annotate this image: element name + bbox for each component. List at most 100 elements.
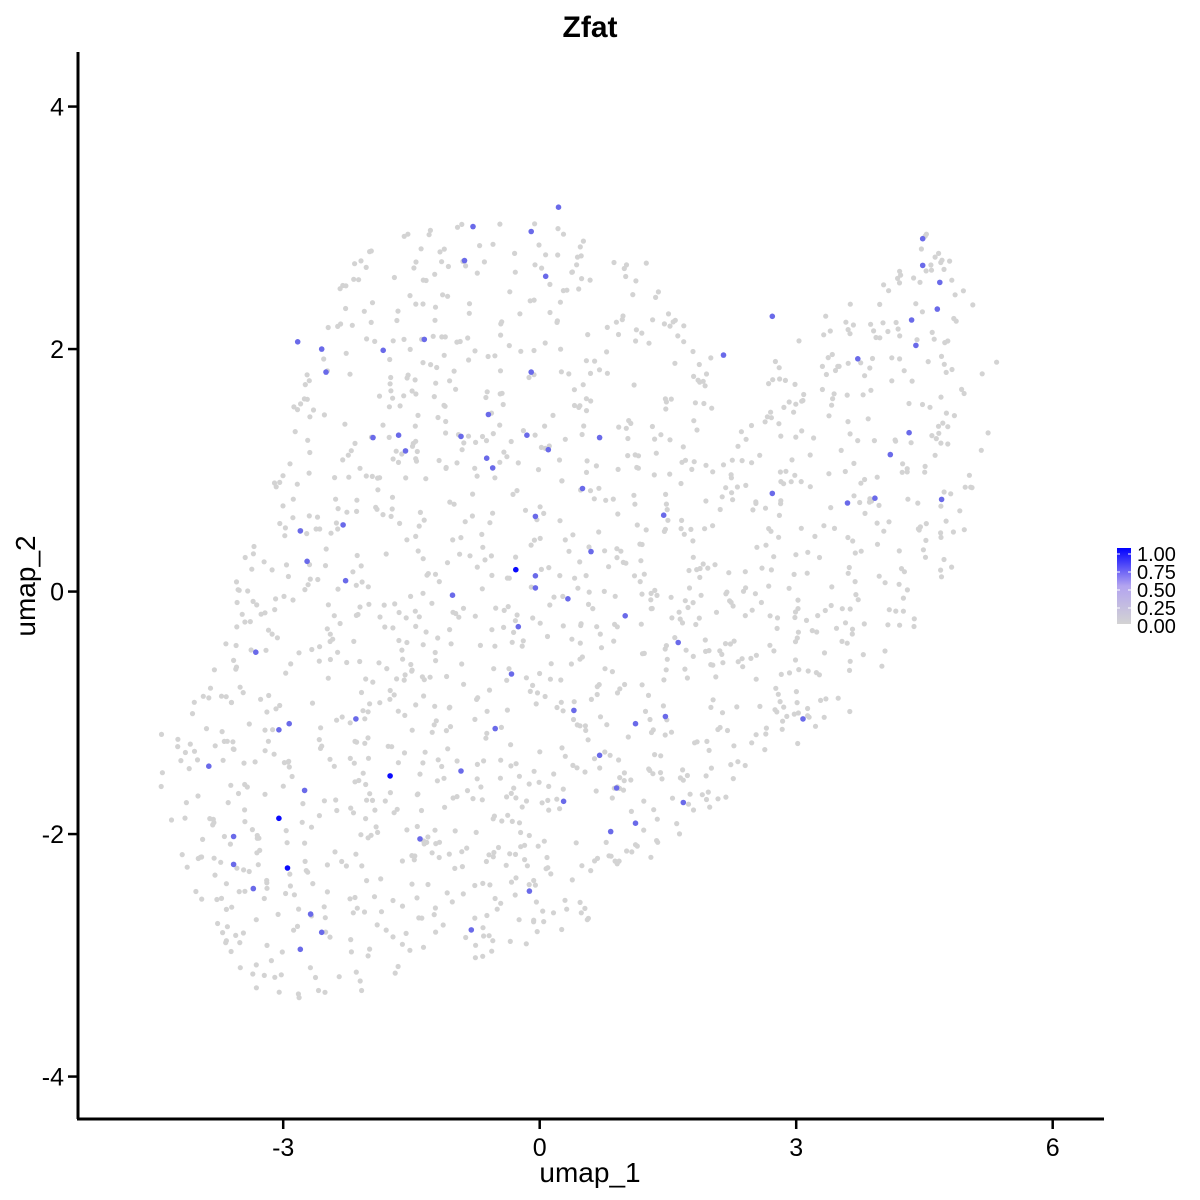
cell-point: [763, 542, 769, 548]
cell-point: [466, 310, 472, 316]
cell-point: [777, 469, 784, 475]
cell-point: [359, 987, 365, 994]
cell-point: [831, 391, 837, 397]
cell-point: [433, 380, 439, 386]
cell-point: [631, 492, 637, 498]
expressing-cell-point: [919, 262, 926, 269]
cell-point: [486, 933, 492, 939]
cell-point: [630, 292, 636, 298]
cell-point: [819, 386, 826, 393]
cell-point: [809, 628, 815, 634]
cell-point: [456, 614, 462, 620]
cell-point: [897, 333, 903, 339]
cell-point: [255, 862, 261, 868]
expressing-cell-point: [395, 432, 402, 439]
cell-point: [692, 400, 699, 406]
cell-point: [652, 752, 658, 758]
cell-point: [569, 636, 575, 642]
cell-point: [699, 792, 705, 798]
cell-point: [219, 729, 225, 735]
cell-point: [459, 849, 465, 855]
cell-point: [847, 606, 853, 612]
cell-point: [262, 748, 268, 754]
cell-point: [562, 537, 568, 543]
cell-point: [358, 563, 364, 569]
cell-point: [418, 807, 425, 814]
cell-point: [448, 641, 454, 647]
cell-point: [681, 323, 687, 329]
cell-point: [211, 667, 217, 673]
cell-point: [327, 631, 333, 637]
cell-point: [623, 425, 629, 431]
cell-point: [307, 449, 313, 456]
cell-point: [941, 361, 947, 367]
cell-point: [409, 727, 415, 733]
cell-point: [199, 896, 205, 902]
cell-point: [493, 605, 499, 611]
cell-point: [261, 972, 267, 979]
expressing-cell-point: [934, 306, 941, 312]
cell-point: [941, 489, 947, 495]
cell-point: [703, 371, 710, 377]
cell-point: [686, 585, 693, 591]
cell-point: [413, 623, 419, 630]
cell-point: [753, 652, 760, 658]
cell-point: [437, 249, 443, 255]
cell-point: [397, 403, 403, 409]
cell-point: [258, 696, 264, 702]
cell-point: [273, 596, 279, 602]
cell-point: [363, 264, 369, 270]
cell-point: [333, 520, 339, 526]
cell-point: [559, 926, 565, 933]
cell-point: [357, 978, 363, 984]
expressing-cell-point: [872, 495, 878, 502]
expressing-cell-point: [230, 861, 237, 868]
cell-point: [501, 449, 507, 455]
cell-point: [399, 858, 405, 864]
cell-point: [793, 552, 799, 558]
cell-point: [263, 647, 269, 653]
cell-point: [551, 594, 557, 600]
cell-point: [387, 790, 393, 796]
cell-point: [919, 401, 926, 408]
cell-point: [241, 760, 247, 766]
cell-point: [332, 849, 338, 855]
cell-point: [533, 701, 539, 707]
cell-point: [526, 832, 532, 839]
cell-point: [923, 268, 929, 274]
cell-point: [579, 654, 586, 660]
cell-point: [575, 585, 581, 591]
cell-point: [583, 469, 590, 475]
cell-point: [347, 720, 353, 726]
cell-point: [652, 587, 658, 594]
cell-point: [742, 613, 748, 619]
cell-point: [417, 509, 423, 515]
cell-point: [847, 708, 853, 715]
cell-point: [710, 523, 716, 529]
cell-point: [531, 537, 538, 543]
cell-point: [873, 334, 879, 341]
cell-point: [885, 622, 891, 628]
cell-point: [515, 460, 521, 466]
cell-point: [333, 496, 339, 502]
cell-point: [442, 403, 448, 409]
expressing-cell-point: [596, 752, 603, 759]
cell-point: [191, 748, 198, 754]
cell-point: [710, 697, 716, 703]
cell-point: [306, 513, 312, 519]
cell-point: [337, 620, 343, 627]
cell-point: [375, 829, 381, 836]
cell-point: [420, 277, 426, 283]
cell-point: [782, 377, 789, 383]
cell-point: [287, 871, 293, 877]
cell-point: [451, 501, 457, 507]
cell-point: [603, 839, 609, 846]
cell-point: [352, 894, 358, 901]
cell-point: [647, 767, 653, 774]
cell-point: [764, 414, 771, 420]
cell-point: [723, 591, 729, 597]
cell-point: [877, 335, 883, 341]
cell-point: [860, 652, 866, 658]
cell-point: [646, 340, 652, 346]
cell-point: [604, 370, 611, 376]
